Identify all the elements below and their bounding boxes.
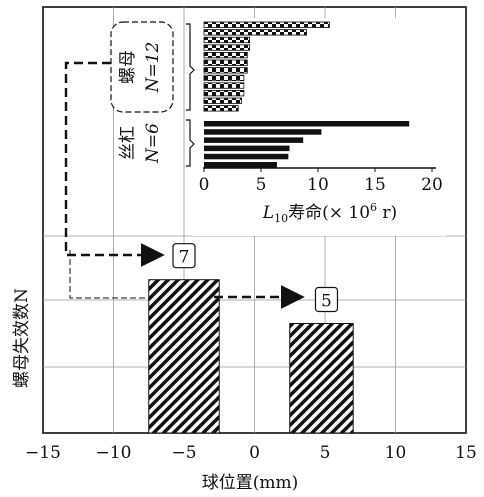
inset-x-tick: 10 xyxy=(307,175,329,195)
inset-nut-bar xyxy=(203,97,243,104)
nut-count-label: N=12 xyxy=(143,42,163,94)
inset-nut-bar xyxy=(203,44,250,51)
main-y-axis-label: 螺母失效数N xyxy=(12,288,32,388)
inset-screw-bar xyxy=(204,162,277,168)
inset-nut-bar xyxy=(203,29,307,36)
inset-screw-bar xyxy=(204,121,410,127)
main-x-tick: 5 xyxy=(320,443,331,463)
main-bar-value-label: 5 xyxy=(321,292,332,312)
main-x-tick: −10 xyxy=(96,443,132,463)
nut-label: 螺母 xyxy=(118,50,138,84)
inset-nut-bar xyxy=(203,82,245,89)
inset-screw-bar xyxy=(204,137,304,143)
inset-x-axis-label: L10寿命(× 106 r) xyxy=(262,201,397,225)
inset-nut-bar xyxy=(203,105,239,112)
inset-x-label-sub: 10 xyxy=(274,212,288,225)
connectors xyxy=(64,61,305,309)
main-x-tick: 10 xyxy=(385,443,407,463)
inset-x-tick: 5 xyxy=(256,175,267,195)
inset-x-tick: 20 xyxy=(421,175,443,195)
nut-label-box xyxy=(110,21,174,113)
inset-nut-bar xyxy=(203,59,248,66)
inset-nut-bar xyxy=(203,74,245,82)
main-x-tick: −5 xyxy=(171,443,196,463)
main-bars: 75 xyxy=(148,243,354,434)
main-x-axis-label: 球位置(mm) xyxy=(202,473,299,493)
main-x-tick-labels: −15 −10 −5 0 5 10 15 xyxy=(25,443,477,463)
inset-nut-bar xyxy=(203,52,248,59)
inset-nut-bar xyxy=(203,90,245,97)
main-bar-label-box xyxy=(314,286,339,313)
connector-nut-to-bar7 xyxy=(64,61,165,267)
inset-x-label-sup: 6 xyxy=(370,201,377,214)
main-x-tick: −15 xyxy=(25,443,61,463)
inset-bars xyxy=(203,21,410,168)
inset-x-tick-labels: 0 5 10 15 20 xyxy=(199,168,443,195)
inset-nut-bar xyxy=(203,67,248,74)
screw-label: 丝杠 xyxy=(118,126,138,160)
main-bar-5 xyxy=(289,323,354,434)
inset-x-tick: 15 xyxy=(364,175,386,195)
inset-x-label-rest: 寿命(× 10 xyxy=(288,203,370,223)
inset-nut-bar xyxy=(203,21,330,28)
nut-brace xyxy=(186,23,195,111)
screw-brace xyxy=(186,119,195,167)
inset-x-label-end: r) xyxy=(377,203,397,223)
main-bar-value-label: 7 xyxy=(179,248,190,268)
inset-screw-bar xyxy=(204,145,290,152)
screw-count-label: N=6 xyxy=(143,123,163,164)
inset-x-label-main: L xyxy=(262,203,274,223)
inset-x-tick: 0 xyxy=(199,175,210,195)
inset-group-labels: 螺母 N=12 丝杠 N=6 xyxy=(110,21,195,167)
main-x-tick: 0 xyxy=(249,443,260,463)
main-bar-7 xyxy=(148,279,220,434)
main-chart: 75 −15 −10 −5 0 5 10 15 球位置(mm) 螺母失效数N xyxy=(12,6,477,493)
main-x-tick: 15 xyxy=(455,443,477,463)
inset-screw-bar xyxy=(204,153,289,160)
connector-outline xyxy=(69,250,150,299)
inset-nut-bar xyxy=(203,36,250,44)
inset-screw-bar xyxy=(204,129,322,135)
main-bar-label-box xyxy=(172,243,196,269)
